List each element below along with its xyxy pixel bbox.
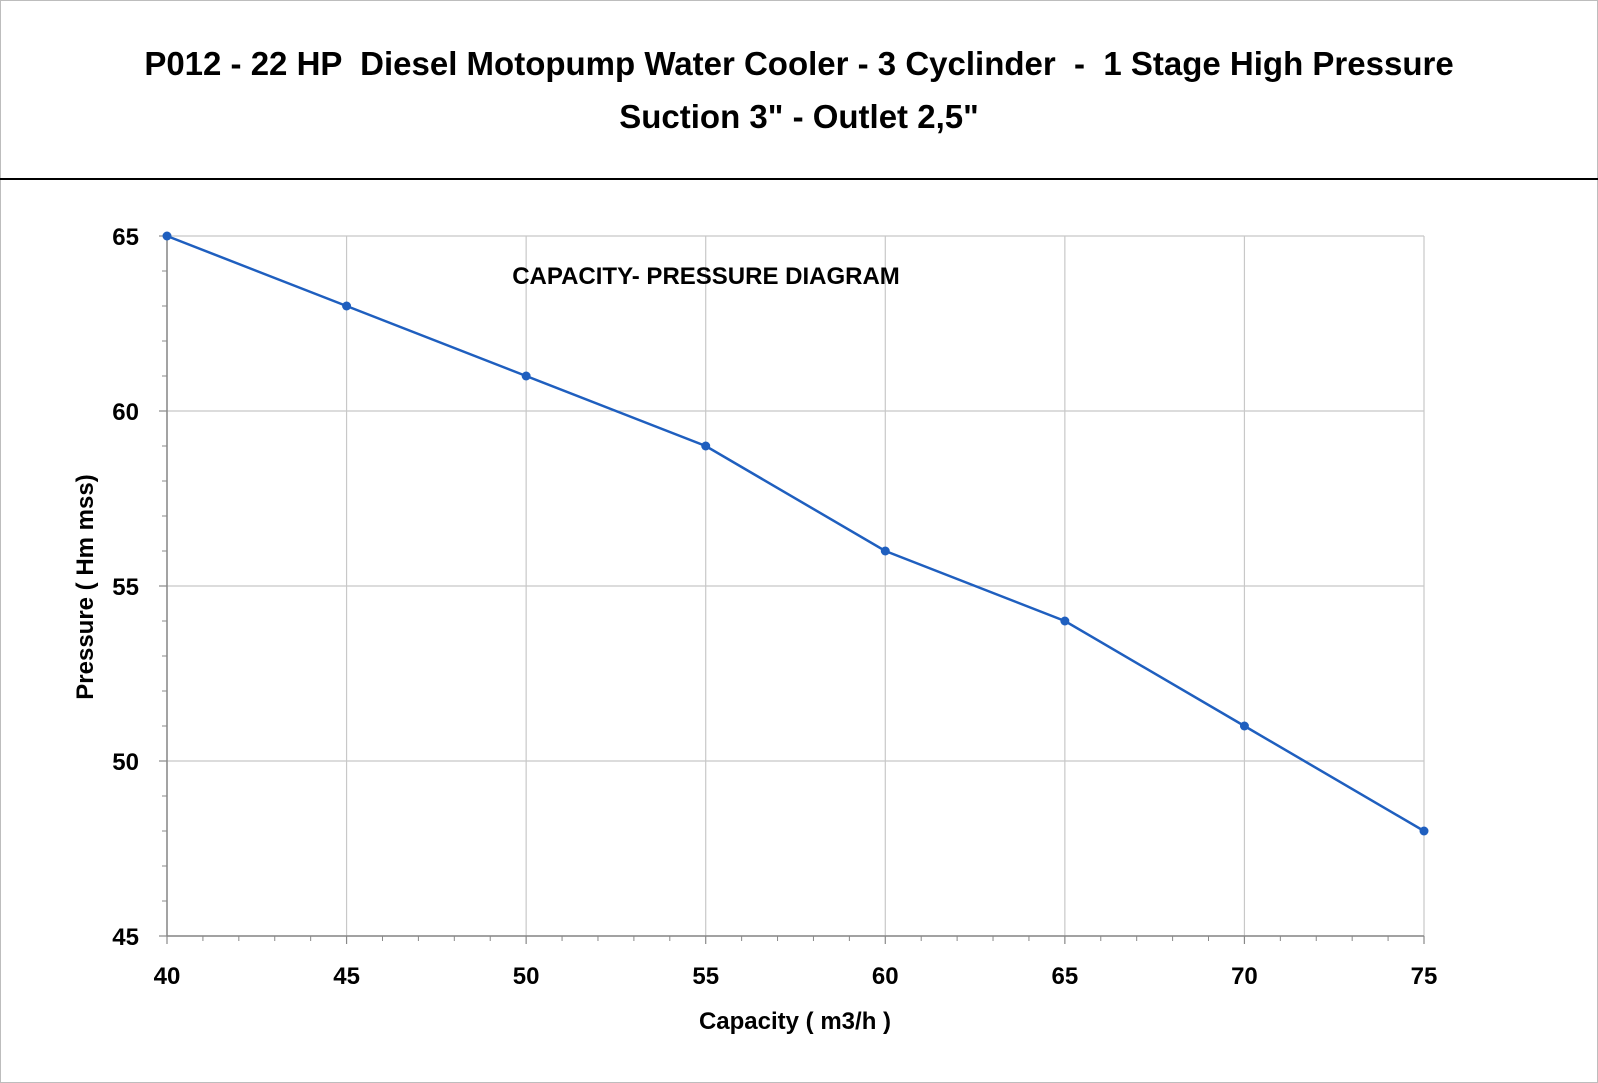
x-tick-label: 40 (154, 963, 181, 990)
page-title-line1: P012 - 22 HP Diesel Motopump Water Coole… (144, 45, 1454, 82)
y-tick-label: 50 (112, 749, 139, 776)
x-tick-label: 70 (1231, 963, 1258, 990)
data-point (880, 546, 890, 556)
data-point (1239, 721, 1249, 731)
data-point (1060, 616, 1070, 626)
header: P012 - 22 HP Diesel Motopump Water Coole… (0, 0, 1598, 180)
y-tick-label: 45 (112, 924, 139, 951)
axes: 40 45 50 55 60 65 70 75 45 50 55 60 65 (112, 224, 1437, 990)
x-tick-label: 65 (1052, 963, 1079, 990)
data-point (521, 371, 531, 381)
series-line (166, 234, 1425, 833)
data-point (342, 301, 352, 311)
x-tick-label: 50 (513, 963, 540, 990)
x-axis-label: Capacity ( m3/h ) (699, 1008, 891, 1035)
series (162, 231, 1429, 836)
data-point (162, 231, 172, 241)
data-point (1419, 826, 1429, 836)
y-tick-label: 55 (112, 574, 139, 601)
data-point (701, 441, 711, 451)
x-tick-label: 60 (872, 963, 899, 990)
page-title-line2: Suction 3" - Outlet 2,5" (619, 98, 979, 135)
x-tick-label: 75 (1411, 963, 1438, 990)
capacity-pressure-chart: 40 45 50 55 60 65 70 75 45 50 55 60 65 CAPACITY- PRE… (72, 224, 1437, 1035)
x-tick-label: 55 (692, 963, 719, 990)
chart-title: CAPACITY- PRESSURE DIAGRAM (512, 263, 900, 290)
y-tick-label: 65 (112, 224, 139, 251)
grid (166, 235, 1425, 937)
y-tick-label: 60 (112, 399, 139, 426)
y-axis-label: Pressure ( Hm mss) (72, 474, 99, 699)
x-tick-label: 45 (333, 963, 360, 990)
